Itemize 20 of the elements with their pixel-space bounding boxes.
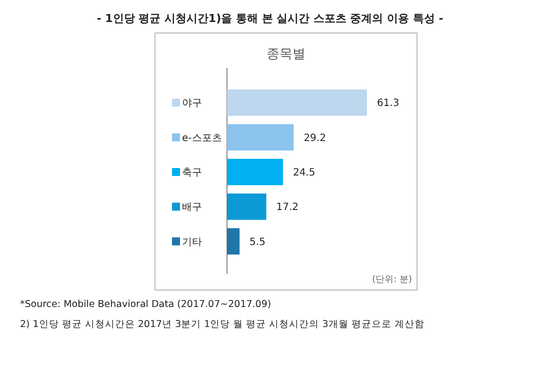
bar xyxy=(227,124,294,150)
y-tick-label: 배구 xyxy=(182,202,202,214)
y-tick-label: 야구 xyxy=(182,98,202,110)
data-label: 17.2 xyxy=(276,202,299,214)
text: 2) 1인당 평균 시청시간은 2017년 3분기 1인당 월 평균 시청시간의 3개월 평균으로 계산함 xyxy=(20,319,424,330)
data-label: 29.2 xyxy=(304,132,326,144)
chart-title: - 1인당 평균 시청시간1)을 통해 본 실시간 스포츠 중계의 이용 특성 - xyxy=(96,12,444,25)
bar xyxy=(227,158,283,186)
text: *Source: Mobile Behavioral Data (2017.07~2017.09) xyxy=(20,299,272,310)
y-tick-label: e-스포츠 xyxy=(182,132,222,144)
y-tick-label: 축구 xyxy=(182,168,202,178)
bar xyxy=(227,228,240,255)
y-tick-label: 기타 xyxy=(182,236,202,248)
chart-subtitle: 종목별 xyxy=(266,47,306,62)
bar xyxy=(227,194,266,220)
data-label: 61.3 xyxy=(377,98,400,110)
bar xyxy=(227,89,367,116)
text: (단위: 분) xyxy=(372,275,412,285)
data-label: 5.5 xyxy=(250,236,266,248)
data-label: 24.5 xyxy=(292,168,316,178)
